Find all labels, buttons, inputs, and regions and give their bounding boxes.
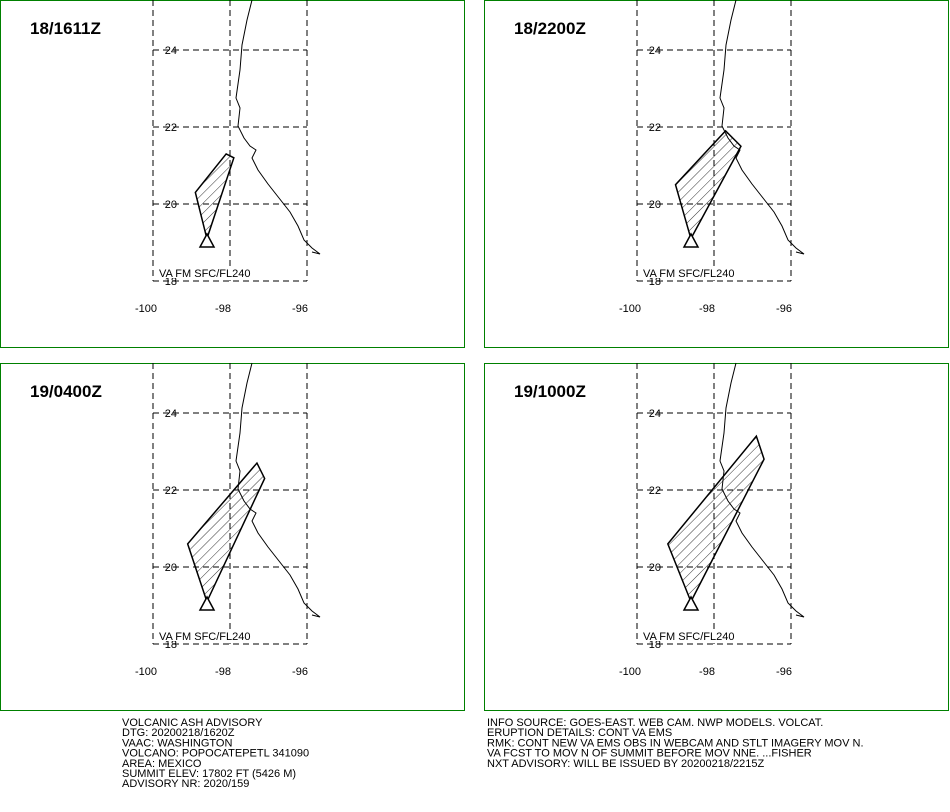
lon-label: -100: [619, 666, 641, 678]
volcano-symbol: [682, 232, 700, 248]
valid-time: 19/1000Z: [514, 382, 586, 401]
advisory-line: NXT ADVISORY: WILL BE ISSUED BY 20200218…: [487, 758, 764, 770]
volcano-symbol: [682, 595, 700, 611]
valid-time: 19/0400Z: [30, 382, 102, 401]
lat-label: 20: [649, 199, 661, 211]
lat-label: 24: [649, 408, 661, 420]
ash-area: [194, 153, 235, 242]
advisory-line: VAAC: WASHINGTON: [122, 737, 232, 749]
volcano-symbol: [198, 595, 216, 611]
lon-label: -100: [135, 303, 157, 315]
lon-label: -98: [215, 666, 231, 678]
lon-label: -96: [776, 666, 792, 678]
advisory-line: VOLCANO: POPOCATEPETL 341090: [122, 748, 309, 760]
panel-border: [0, 0, 465, 348]
lat-label: 22: [649, 122, 661, 134]
layer-label: VA FM SFC/FL240: [643, 631, 735, 643]
lat-label: 22: [165, 122, 177, 134]
lat-label: 24: [165, 45, 177, 57]
lat-label: 24: [165, 408, 177, 420]
lon-label: -98: [215, 303, 231, 315]
ash-area: [674, 129, 742, 241]
lon-label: -100: [135, 666, 157, 678]
panel-border: [484, 0, 949, 348]
panel-border: [484, 363, 949, 711]
ash-area: [186, 461, 266, 604]
lat-label: 18: [649, 276, 661, 288]
layer-label: VA FM SFC/FL240: [643, 268, 735, 280]
volcano-symbol: [198, 232, 216, 248]
lat-label: 24: [649, 45, 661, 57]
advisory-line: VA FCST TO MOV N OF SUMMIT BEFORE MOV NN…: [487, 748, 812, 760]
lon-label: -100: [619, 303, 641, 315]
lat-label: 20: [165, 199, 177, 211]
advisory-line: INFO SOURCE: GOES-EAST. WEB CAM. NWP MOD…: [487, 717, 823, 729]
valid-time: 18/2200Z: [514, 19, 586, 38]
lon-label: -98: [699, 666, 715, 678]
advisory-line: AREA: MEXICO: [122, 758, 202, 770]
panel-border: [0, 363, 465, 711]
ash-area: [666, 434, 765, 604]
lat-label: 20: [649, 562, 661, 574]
lon-label: -98: [699, 303, 715, 315]
lat-label: 18: [649, 639, 661, 651]
layer-label: VA FM SFC/FL240: [159, 268, 251, 280]
lon-label: -96: [292, 666, 308, 678]
label-bg: [158, 629, 244, 641]
label-bg: [642, 629, 728, 641]
valid-time: 18/1611Z: [30, 19, 101, 38]
advisory-line: DTG: 20200218/1620Z: [122, 727, 235, 739]
label-bg: [158, 266, 244, 278]
advisory-line: RMK: CONT NEW VA EMS OBS IN WEBCAM AND S…: [487, 737, 864, 749]
advisory-line: ADVISORY NR: 2020/159: [122, 778, 249, 790]
lat-label: 18: [165, 276, 177, 288]
lat-label: 22: [649, 485, 661, 497]
layer-label: VA FM SFC/FL240: [159, 631, 251, 643]
lat-label: 18: [165, 639, 177, 651]
lat-label: 20: [165, 562, 177, 574]
lat-label: 22: [165, 485, 177, 497]
lon-label: -96: [776, 303, 792, 315]
advisory-line: ERUPTION DETAILS: CONT VA EMS: [487, 727, 672, 739]
label-bg: [642, 266, 728, 278]
advisory-line: SUMMIT ELEV: 17802 FT (5426 M): [122, 768, 296, 780]
advisory-line: VOLCANIC ASH ADVISORY: [122, 717, 263, 729]
lon-label: -96: [292, 303, 308, 315]
